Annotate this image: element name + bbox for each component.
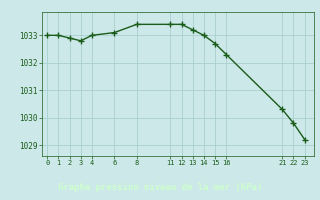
Text: Graphe pression niveau de la mer (hPa): Graphe pression niveau de la mer (hPa) [58,182,262,192]
